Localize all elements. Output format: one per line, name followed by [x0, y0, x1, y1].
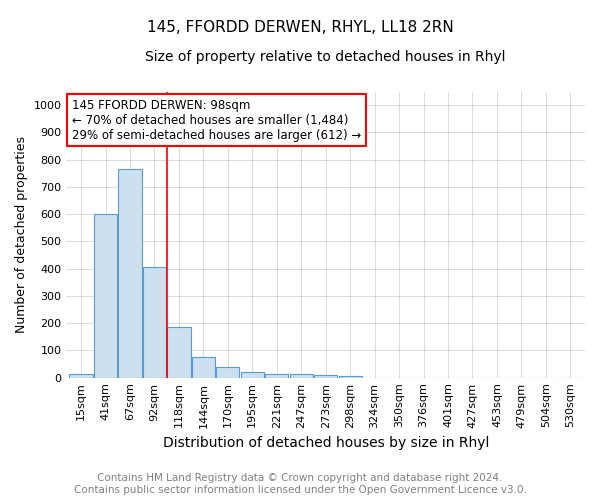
- Y-axis label: Number of detached properties: Number of detached properties: [15, 136, 28, 333]
- Title: Size of property relative to detached houses in Rhyl: Size of property relative to detached ho…: [145, 50, 506, 64]
- Bar: [338, 376, 362, 378]
- Text: 145 FFORDD DERWEN: 98sqm
← 70% of detached houses are smaller (1,484)
29% of sem: 145 FFORDD DERWEN: 98sqm ← 70% of detach…: [71, 98, 361, 142]
- Bar: [241, 372, 264, 378]
- Bar: [216, 367, 239, 378]
- X-axis label: Distribution of detached houses by size in Rhyl: Distribution of detached houses by size …: [163, 436, 489, 450]
- Bar: [192, 357, 215, 378]
- Bar: [290, 374, 313, 378]
- Bar: [143, 268, 166, 378]
- Bar: [314, 375, 337, 378]
- Bar: [118, 169, 142, 378]
- Bar: [265, 374, 289, 378]
- Bar: [70, 374, 93, 378]
- Bar: [167, 328, 191, 378]
- Bar: [94, 214, 117, 378]
- Text: 145, FFORDD DERWEN, RHYL, LL18 2RN: 145, FFORDD DERWEN, RHYL, LL18 2RN: [146, 20, 454, 35]
- Text: Contains HM Land Registry data © Crown copyright and database right 2024.
Contai: Contains HM Land Registry data © Crown c…: [74, 474, 526, 495]
